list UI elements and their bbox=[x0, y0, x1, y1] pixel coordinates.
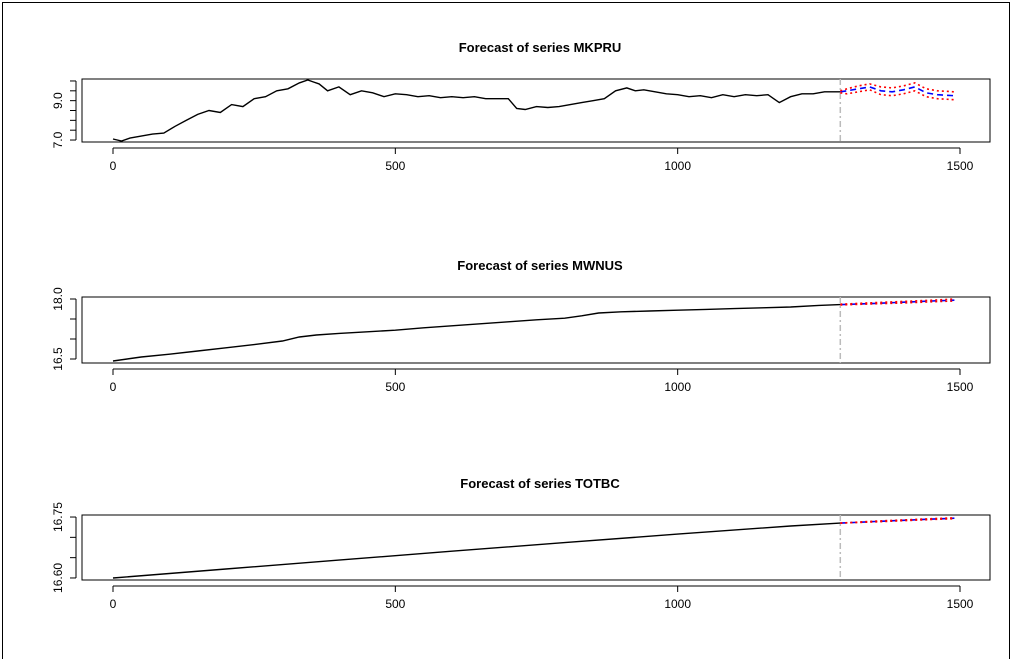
panel-mkpru: Forecast of series MKPRU 0 500 1000 1500… bbox=[51, 40, 991, 173]
plot-lines bbox=[112, 297, 955, 363]
series-line-forecast bbox=[840, 86, 955, 97]
x-tick-label: 1000 bbox=[664, 380, 691, 394]
series-line-upper bbox=[840, 82, 955, 93]
plot-lines bbox=[112, 79, 955, 142]
plot-box bbox=[81, 514, 991, 581]
y-tick-label: 16.60 bbox=[51, 563, 65, 593]
x-axis: 0 500 1000 1500 bbox=[110, 585, 974, 611]
series-line-observed bbox=[112, 79, 841, 142]
x-tick-label: 500 bbox=[385, 159, 405, 173]
plot-lines bbox=[112, 515, 955, 580]
series-line-observed bbox=[112, 303, 841, 362]
series-line-lower bbox=[840, 517, 955, 524]
x-axis: 0 500 1000 1500 bbox=[110, 147, 974, 173]
series-line-lower bbox=[840, 300, 955, 306]
x-tick-label: 0 bbox=[110, 597, 117, 611]
y-tick-label: 7.0 bbox=[51, 131, 65, 148]
x-axis: 0 500 1000 1500 bbox=[110, 368, 974, 394]
series-line-upper bbox=[840, 517, 955, 524]
y-tick-label: 18.0 bbox=[51, 287, 65, 311]
x-tick-label: 1500 bbox=[947, 159, 974, 173]
y-tick-label: 16.75 bbox=[51, 502, 65, 532]
plot-box bbox=[81, 78, 991, 143]
chart-title: Forecast of series MKPRU bbox=[459, 40, 622, 55]
panel-mwnus: Forecast of series MWNUS 0 500 1000 1500… bbox=[51, 258, 991, 394]
x-tick-label: 1000 bbox=[664, 597, 691, 611]
y-axis: 16.5 18.0 bbox=[51, 287, 77, 371]
y-tick-label: 9.0 bbox=[51, 92, 65, 109]
plot-box bbox=[81, 296, 991, 364]
x-tick-label: 1500 bbox=[947, 380, 974, 394]
y-tick-label: 16.5 bbox=[51, 347, 65, 371]
series-line-forecast bbox=[840, 517, 955, 524]
x-tick-label: 1500 bbox=[947, 597, 974, 611]
x-tick-label: 500 bbox=[385, 380, 405, 394]
x-tick-label: 1000 bbox=[664, 159, 691, 173]
x-tick-label: 500 bbox=[385, 597, 405, 611]
chart-title: Forecast of series MWNUS bbox=[457, 258, 623, 273]
series-line-observed bbox=[112, 522, 841, 579]
y-axis: 7.0 9.0 bbox=[51, 80, 77, 148]
x-tick-label: 0 bbox=[110, 380, 117, 394]
series-line-forecast bbox=[840, 299, 955, 306]
x-tick-label: 0 bbox=[110, 159, 117, 173]
y-axis: 16.60 16.75 bbox=[51, 502, 77, 593]
panel-totbc: Forecast of series TOTBC 0 500 1000 1500… bbox=[51, 476, 991, 611]
series-line-upper bbox=[840, 298, 955, 305]
chart-title: Forecast of series TOTBC bbox=[460, 476, 620, 491]
